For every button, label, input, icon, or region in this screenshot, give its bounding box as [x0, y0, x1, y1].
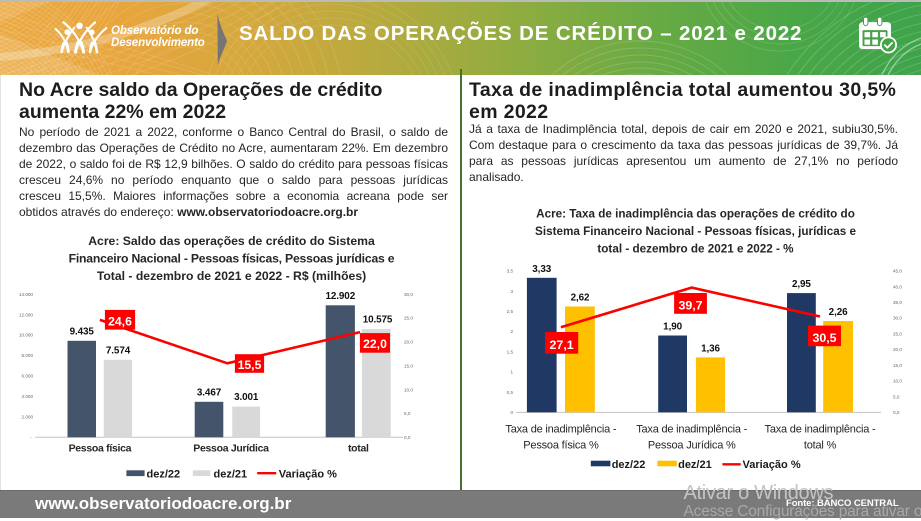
svg-text:Variação %: Variação %	[279, 468, 337, 480]
svg-text:10,0: 10,0	[404, 387, 413, 392]
svg-text:0: 0	[510, 410, 513, 415]
svg-text:Taxa de inadimplência -: Taxa de inadimplência -	[636, 424, 748, 436]
svg-text:3: 3	[510, 289, 513, 294]
svg-text:35,0: 35,0	[893, 300, 902, 305]
svg-text:3.001: 3.001	[234, 392, 259, 403]
svg-text:2.000: 2.000	[22, 415, 34, 420]
svg-text:5,0: 5,0	[893, 394, 900, 399]
svg-text:dez/22: dez/22	[147, 468, 181, 480]
svg-text:25,0: 25,0	[893, 331, 902, 336]
svg-text:7.574: 7.574	[106, 345, 131, 356]
svg-text:39,7: 39,7	[678, 299, 702, 313]
svg-text:-: -	[30, 435, 32, 440]
svg-text:Pessoa Jurídica %: Pessoa Jurídica %	[648, 439, 736, 451]
svg-text:12.902: 12.902	[325, 291, 355, 302]
svg-text:0,0: 0,0	[893, 410, 900, 415]
svg-text:30,5: 30,5	[812, 331, 836, 345]
svg-text:total %: total %	[804, 439, 837, 451]
svg-text:27,1: 27,1	[550, 338, 574, 352]
svg-text:20,0: 20,0	[404, 340, 413, 345]
svg-text:3,5: 3,5	[507, 269, 514, 274]
svg-text:4.000: 4.000	[22, 394, 34, 399]
svg-text:dez/22: dez/22	[612, 459, 646, 471]
svg-text:45,0: 45,0	[893, 269, 902, 274]
svg-text:Acre: Taxa de inadimplência da: Acre: Taxa de inadimplência das operaçõe…	[536, 208, 855, 221]
svg-text:0,0: 0,0	[404, 435, 411, 440]
svg-text:dez/21: dez/21	[214, 468, 248, 480]
svg-text:30,0: 30,0	[893, 316, 902, 321]
svg-text:Pessoa física: Pessoa física	[69, 443, 132, 455]
svg-text:10.000: 10.000	[19, 333, 33, 338]
svg-text:total - dezembro de 2021 e 202: total - dezembro de 2021 e 2022 - %	[597, 242, 794, 255]
svg-text:Variação %: Variação %	[743, 459, 801, 471]
svg-text:Sistema Financeiro Nacional -: Sistema Financeiro Nacional - Pessoas fí…	[535, 225, 856, 238]
svg-text:30,0: 30,0	[404, 292, 413, 297]
svg-text:15,0: 15,0	[404, 363, 413, 368]
svg-text:Acre: Saldo das operações de c: Acre: Saldo das operações de crédito do …	[88, 234, 375, 248]
svg-text:1,90: 1,90	[663, 322, 682, 333]
svg-text:25,0: 25,0	[404, 316, 413, 321]
svg-text:total: total	[348, 443, 369, 455]
svg-text:2,95: 2,95	[792, 279, 811, 290]
svg-text:2: 2	[510, 329, 513, 334]
svg-text:Pessoa física %: Pessoa física %	[523, 439, 599, 451]
svg-text:dez/21: dez/21	[678, 459, 712, 471]
svg-text:15,5: 15,5	[238, 358, 262, 372]
svg-text:15,0: 15,0	[893, 363, 902, 368]
svg-text:1,5: 1,5	[507, 349, 514, 354]
svg-text:10.575: 10.575	[363, 315, 393, 326]
svg-text:5,0: 5,0	[404, 411, 411, 416]
svg-text:8.000: 8.000	[22, 353, 34, 358]
svg-text:Taxa de inadimplência -: Taxa de inadimplência -	[765, 424, 877, 436]
svg-text:6.000: 6.000	[22, 374, 34, 379]
svg-text:10,0: 10,0	[893, 379, 902, 384]
svg-text:2,26: 2,26	[829, 307, 848, 318]
svg-text:22,0: 22,0	[363, 337, 387, 351]
svg-text:3.467: 3.467	[197, 387, 222, 398]
svg-text:2,62: 2,62	[571, 293, 590, 304]
svg-text:40,0: 40,0	[893, 284, 902, 289]
svg-text:Pessoa Jurídica: Pessoa Jurídica	[193, 443, 269, 455]
svg-text:14.000: 14.000	[19, 292, 33, 297]
svg-text:3,33: 3,33	[532, 264, 551, 275]
svg-text:1,36: 1,36	[701, 343, 720, 354]
svg-text:1: 1	[510, 370, 513, 375]
svg-text:24,6: 24,6	[108, 315, 132, 329]
svg-text:Taxa de inadimplência -: Taxa de inadimplência -	[505, 424, 617, 436]
svg-text:Financeiro Nacional - Pessoas: Financeiro Nacional - Pessoas físicas, P…	[69, 251, 395, 265]
svg-text:12.000: 12.000	[19, 312, 33, 317]
svg-text:2,5: 2,5	[507, 309, 514, 314]
svg-text:Total - dezembro de 2021 e 202: Total - dezembro de 2021 e 2022 - R$ (mi…	[97, 269, 366, 283]
svg-text:0,5: 0,5	[507, 390, 514, 395]
svg-text:9.435: 9.435	[70, 326, 95, 337]
svg-text:20,0: 20,0	[893, 347, 902, 352]
